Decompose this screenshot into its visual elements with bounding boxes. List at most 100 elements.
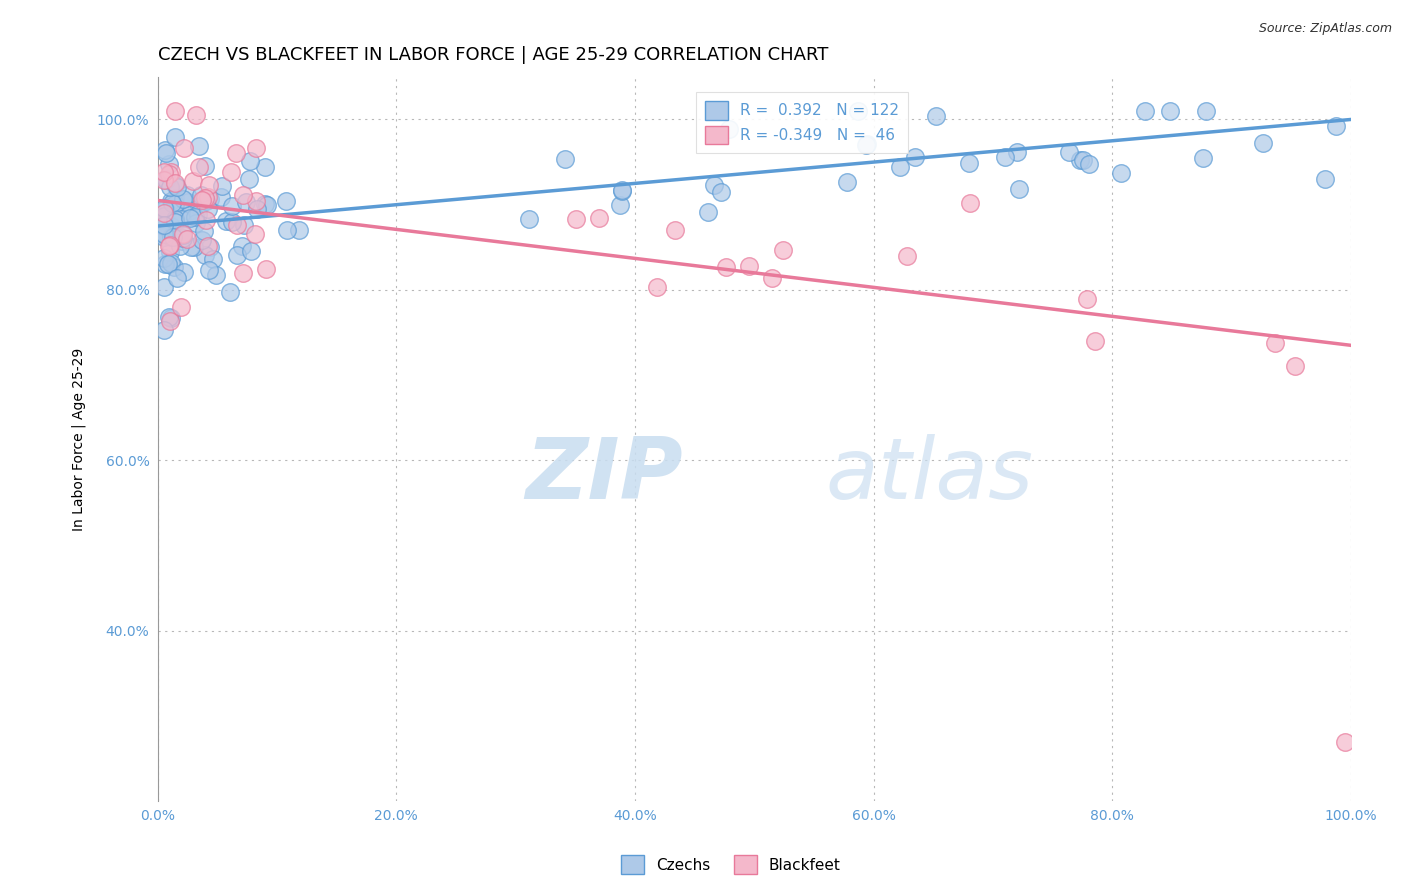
Point xyxy=(209,189,232,203)
Point xyxy=(190,193,212,207)
Point xyxy=(191,234,214,248)
Point xyxy=(152,280,174,294)
Point xyxy=(173,264,195,278)
Point xyxy=(718,122,741,136)
Point xyxy=(163,260,186,275)
Point xyxy=(957,156,980,170)
Point xyxy=(156,257,179,271)
Point xyxy=(1159,103,1181,118)
Point xyxy=(155,146,177,161)
Point xyxy=(152,227,174,242)
Point xyxy=(170,211,193,226)
Point xyxy=(245,227,267,241)
Point xyxy=(276,223,298,237)
Point xyxy=(163,211,186,226)
Point xyxy=(846,103,869,118)
Point xyxy=(204,268,226,282)
Text: Source: ZipAtlas.com: Source: ZipAtlas.com xyxy=(1258,22,1392,36)
Point xyxy=(162,227,184,242)
Point xyxy=(163,103,186,118)
Point xyxy=(179,208,201,222)
Point xyxy=(710,185,733,199)
Text: ZIP: ZIP xyxy=(524,434,683,516)
Point xyxy=(184,107,207,121)
Point xyxy=(187,160,209,174)
Point xyxy=(225,146,247,161)
Point xyxy=(194,212,217,227)
Point xyxy=(194,159,217,173)
Point xyxy=(1333,734,1355,748)
Point xyxy=(194,194,217,209)
Point xyxy=(1133,103,1156,118)
Point xyxy=(166,271,188,285)
Point xyxy=(159,314,181,328)
Point xyxy=(152,209,174,223)
Point xyxy=(163,176,186,190)
Point xyxy=(1005,145,1028,160)
Point xyxy=(157,310,180,324)
Point xyxy=(194,191,217,205)
Point xyxy=(152,164,174,178)
Point xyxy=(153,218,176,232)
Point xyxy=(181,174,204,188)
Point xyxy=(835,175,858,189)
Point xyxy=(152,219,174,234)
Point xyxy=(240,244,263,258)
Point xyxy=(233,218,256,232)
Point xyxy=(159,165,181,179)
Point xyxy=(588,211,610,226)
Point xyxy=(177,203,200,218)
Point xyxy=(155,172,177,186)
Point xyxy=(664,223,686,237)
Point xyxy=(221,214,243,228)
Point xyxy=(1192,152,1215,166)
Point xyxy=(772,244,794,258)
Point xyxy=(225,248,247,262)
Point xyxy=(157,157,180,171)
Point xyxy=(856,136,879,151)
Point xyxy=(256,198,278,212)
Point xyxy=(738,259,761,273)
Point xyxy=(855,137,877,152)
Point xyxy=(184,216,207,230)
Point xyxy=(170,300,193,314)
Point xyxy=(187,207,209,221)
Point xyxy=(152,201,174,215)
Point xyxy=(152,230,174,244)
Point xyxy=(1084,334,1107,348)
Point xyxy=(197,190,219,204)
Point xyxy=(239,154,262,169)
Point xyxy=(160,196,183,211)
Point xyxy=(179,211,201,225)
Point xyxy=(163,191,186,205)
Point xyxy=(254,160,277,174)
Point xyxy=(231,239,253,253)
Point xyxy=(1069,153,1091,167)
Point xyxy=(160,230,183,244)
Point xyxy=(1264,336,1286,351)
Point xyxy=(201,252,224,267)
Point xyxy=(153,251,176,265)
Point xyxy=(165,197,187,211)
Point xyxy=(198,178,221,193)
Point xyxy=(176,232,198,246)
Point xyxy=(896,248,918,262)
Point xyxy=(160,256,183,270)
Point xyxy=(1078,157,1101,171)
Point xyxy=(193,224,215,238)
Point xyxy=(152,173,174,187)
Point xyxy=(554,152,576,166)
Point xyxy=(564,211,586,226)
Point xyxy=(160,310,183,325)
Point xyxy=(221,165,243,179)
Point xyxy=(163,129,186,144)
Point xyxy=(152,205,174,219)
Point xyxy=(238,172,260,186)
Point xyxy=(517,212,540,227)
Point xyxy=(610,184,633,198)
Point xyxy=(235,195,257,210)
Point xyxy=(172,228,194,243)
Point xyxy=(1313,171,1336,186)
Point xyxy=(1059,145,1081,160)
Point xyxy=(959,196,981,211)
